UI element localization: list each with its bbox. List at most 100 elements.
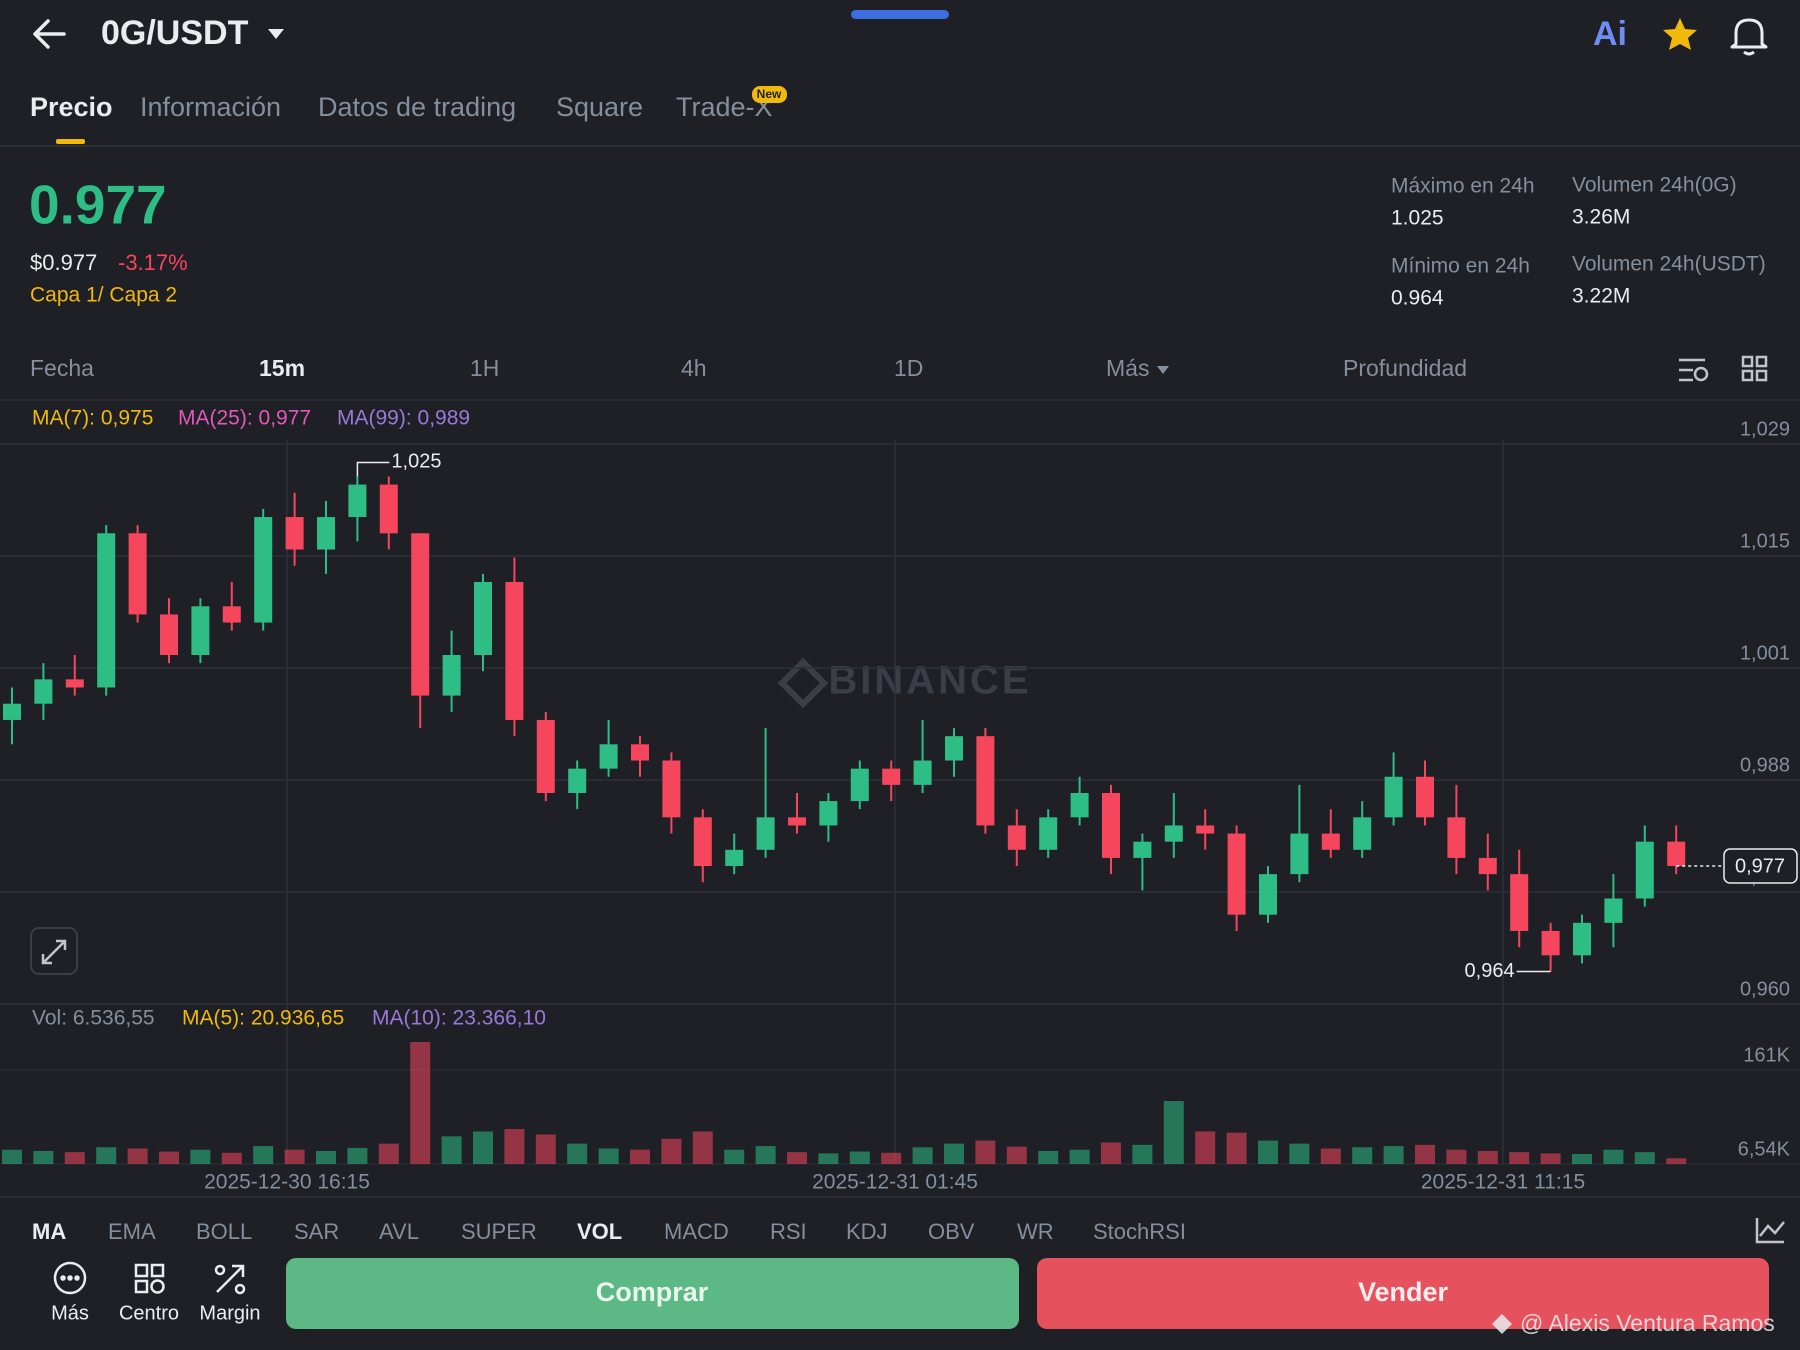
credit-icon: [1492, 1314, 1512, 1334]
volume-bar: [504, 1129, 525, 1164]
volume-bar: [1477, 1150, 1498, 1164]
volume-bar: [1446, 1149, 1467, 1164]
volume-bar: [1258, 1140, 1278, 1164]
active-tab-underline: [56, 139, 85, 144]
volume-bar: [221, 1152, 242, 1164]
candle-body: [568, 768, 587, 793]
volume-bar: [1226, 1132, 1247, 1164]
x-tick-label: 2025-12-31 11:15: [1421, 1171, 1585, 1194]
volume-bar: [1132, 1144, 1153, 1164]
volume-bar: [378, 1143, 399, 1164]
margin-icon[interactable]: [214, 1264, 246, 1295]
interval[interactable]: Fecha: [30, 355, 94, 381]
candle-body: [65, 679, 84, 688]
high-marker-label: 1,025: [391, 451, 441, 473]
layout-icon[interactable]: [1741, 355, 1768, 382]
candle-body: [3, 703, 21, 720]
interval[interactable]: 1H: [470, 355, 499, 381]
tab[interactable]: Datos de trading: [318, 92, 516, 122]
new-badge: [752, 86, 787, 103]
indicator-tab[interactable]: RSI: [770, 1219, 807, 1244]
indicator-tab[interactable]: WR: [1017, 1219, 1054, 1244]
indicator-tab[interactable]: SAR: [294, 1219, 339, 1244]
last-price-label: 0,977: [1735, 855, 1785, 877]
indicator-tab[interactable]: MACD: [664, 1219, 729, 1244]
buy-button[interactable]: [286, 1258, 1019, 1329]
candle-body: [788, 817, 806, 826]
high-marker-line: [356, 461, 390, 477]
ma-legend: MA(99): 0,989: [337, 407, 470, 430]
indicator-tab[interactable]: MA: [32, 1219, 66, 1244]
volume-bar: [190, 1149, 211, 1164]
candle-body: [1573, 922, 1591, 956]
indicator-tab[interactable]: EMA: [108, 1219, 156, 1244]
interval[interactable]: 4h: [681, 355, 707, 381]
favorite-icon[interactable]: [1663, 18, 1697, 50]
indicator-settings-icon[interactable]: [1755, 1218, 1785, 1244]
volume-bar: [1634, 1152, 1655, 1164]
tab[interactable]: Información: [140, 92, 281, 122]
candle-body: [945, 736, 963, 761]
indicator-tab[interactable]: KDJ: [846, 1219, 888, 1244]
volume-tick-label: 6,54K: [1738, 1138, 1791, 1160]
alert-icon[interactable]: [1730, 18, 1768, 56]
volume-bar: [316, 1150, 336, 1164]
volume-tick-label: 161K: [1743, 1044, 1790, 1066]
volume-bar: [912, 1147, 933, 1164]
candle-body: [128, 533, 147, 615]
tool-label[interactable]: Centro: [119, 1302, 179, 1324]
volume-bar: [159, 1151, 179, 1164]
credit: @ Alexis Ventura Ramos: [1520, 1310, 1775, 1336]
volume-bar: [787, 1152, 807, 1164]
back-button[interactable]: [33, 19, 66, 49]
stat-value: 3.26M: [1572, 206, 1630, 229]
indicator-tab[interactable]: BOLL: [196, 1219, 252, 1244]
pair-dropdown[interactable]: [268, 29, 284, 39]
more-icon[interactable]: [53, 1261, 87, 1295]
center-icon[interactable]: [134, 1263, 165, 1294]
indicator-tab[interactable]: VOL: [577, 1219, 622, 1244]
watermark-logo: [777, 657, 829, 709]
indicator-tab[interactable]: SUPER: [461, 1219, 537, 1244]
interval[interactable]: Más: [1106, 355, 1149, 381]
tab[interactable]: Square: [556, 92, 643, 122]
sell-button[interactable]: [1037, 1258, 1769, 1329]
volume-bar: [1163, 1101, 1184, 1164]
volume-bar: [535, 1134, 556, 1164]
indicator-tab[interactable]: OBV: [928, 1219, 975, 1244]
tab[interactable]: Precio: [30, 92, 113, 122]
candle-body: [693, 817, 712, 867]
candle-body: [882, 768, 901, 785]
candle-body: [191, 606, 210, 656]
interval[interactable]: Profundidad: [1343, 355, 1467, 381]
expand-button[interactable]: [30, 927, 78, 975]
tool-label[interactable]: Margin: [199, 1302, 260, 1324]
ma-legend: MA(25): 0,977: [178, 407, 311, 430]
candle-body: [1635, 841, 1654, 899]
volume-bar: [1509, 1152, 1530, 1164]
volume-bar: [1006, 1146, 1027, 1164]
volume-bar: [567, 1143, 588, 1164]
interval[interactable]: 1D: [894, 355, 923, 381]
ai-icon[interactable]: Ai: [1593, 15, 1627, 53]
volume-bar: [33, 1150, 54, 1164]
pair-title[interactable]: 0G/USDT: [101, 14, 249, 52]
candle-body: [1478, 857, 1497, 875]
candle-body: [599, 744, 618, 769]
indicator-tab[interactable]: AVL: [379, 1219, 419, 1244]
volume-legend: Vol: 6.536,55: [32, 1007, 155, 1030]
indicator-tab[interactable]: StochRSI: [1093, 1219, 1186, 1244]
category-tag[interactable]: Capa 1/ Capa 2: [30, 284, 177, 307]
candle-body: [1070, 792, 1089, 818]
candle-body: [505, 581, 524, 720]
low-marker-label: 0,964: [1465, 960, 1515, 982]
volume-bar: [692, 1131, 713, 1164]
sell-label[interactable]: Vender: [1358, 1277, 1449, 1307]
volume-bar: [1069, 1149, 1090, 1164]
tool-label[interactable]: Más: [51, 1302, 89, 1324]
buy-label[interactable]: Comprar: [596, 1277, 709, 1307]
interval[interactable]: 15m: [259, 355, 305, 381]
candle-body: [379, 484, 398, 534]
chart-settings-icon[interactable]: [1679, 358, 1709, 382]
